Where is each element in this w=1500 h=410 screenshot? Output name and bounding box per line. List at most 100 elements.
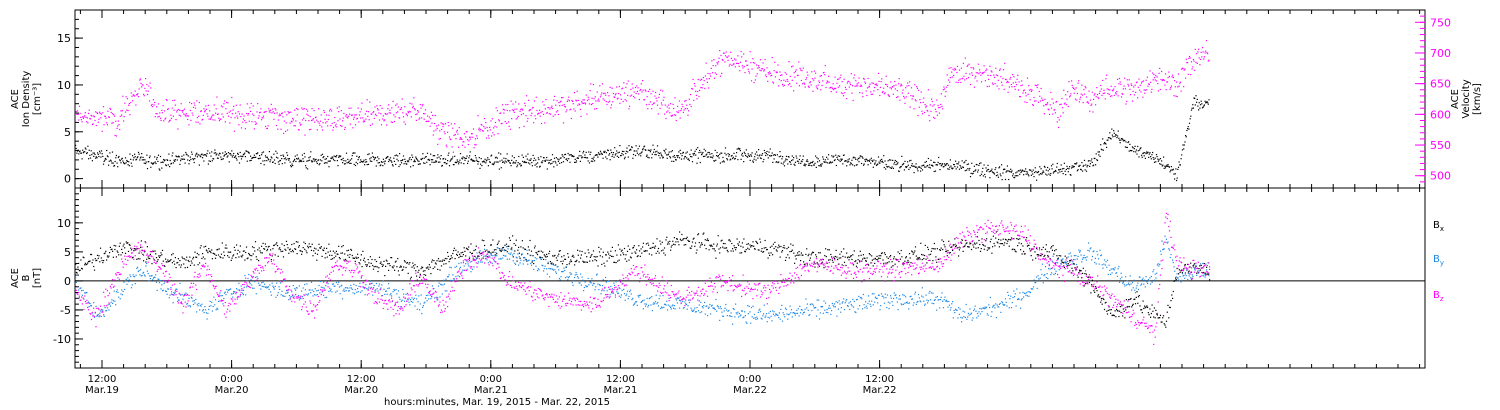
velocity-point bbox=[890, 81, 892, 83]
Bx-point bbox=[125, 241, 127, 243]
density-point bbox=[110, 160, 112, 162]
velocity-point bbox=[962, 62, 964, 64]
density-point bbox=[1041, 173, 1043, 175]
density-point bbox=[224, 154, 226, 156]
Bx-point bbox=[871, 259, 873, 261]
density-point bbox=[951, 168, 953, 170]
velocity-point bbox=[95, 111, 97, 113]
Bx-point bbox=[329, 254, 331, 256]
density-point bbox=[483, 160, 485, 162]
Bx-point bbox=[502, 247, 504, 249]
velocity-point bbox=[213, 104, 215, 106]
velocity-point bbox=[1100, 84, 1102, 87]
Bx-point bbox=[1039, 254, 1041, 257]
Bx-point bbox=[790, 243, 792, 245]
Bx-point bbox=[666, 236, 668, 238]
Bx-point bbox=[527, 253, 529, 255]
Bx-point bbox=[909, 257, 911, 259]
Bx-point bbox=[693, 237, 695, 239]
density-point bbox=[352, 152, 354, 154]
Bx-point bbox=[428, 268, 430, 270]
Bx-point bbox=[716, 245, 718, 247]
velocity-point bbox=[1140, 91, 1142, 93]
density-point bbox=[1171, 169, 1173, 171]
Bx-point bbox=[498, 240, 500, 242]
Bx-point bbox=[539, 256, 541, 259]
density-point bbox=[672, 156, 674, 158]
velocity-point bbox=[308, 129, 311, 131]
velocity-point bbox=[1184, 68, 1186, 70]
velocity-point bbox=[570, 108, 572, 110]
density-point bbox=[115, 157, 117, 159]
velocity-point bbox=[159, 112, 161, 114]
density-point bbox=[250, 155, 252, 157]
velocity-point bbox=[296, 114, 298, 116]
velocity-point bbox=[940, 93, 942, 95]
density-point bbox=[1109, 132, 1111, 134]
velocity-point bbox=[481, 130, 484, 132]
density-point bbox=[698, 152, 700, 154]
Bx-point bbox=[171, 262, 173, 264]
velocity-point bbox=[723, 52, 725, 54]
density-point bbox=[205, 155, 208, 157]
velocity-point bbox=[410, 111, 412, 113]
density-point bbox=[561, 154, 563, 156]
velocity-point bbox=[1145, 79, 1147, 81]
velocity-point bbox=[874, 86, 876, 89]
velocity-point bbox=[314, 121, 316, 123]
Bx-point bbox=[363, 259, 365, 261]
density-point bbox=[356, 155, 358, 157]
Bx-point bbox=[576, 259, 578, 261]
Bx-point bbox=[631, 252, 633, 254]
Bx-point bbox=[1051, 249, 1053, 251]
density-point bbox=[176, 156, 178, 158]
Bx-point bbox=[508, 237, 511, 239]
Bx-point bbox=[477, 255, 480, 257]
Bx-point bbox=[369, 256, 371, 258]
Bx-point bbox=[1023, 250, 1025, 253]
density-point bbox=[642, 149, 644, 151]
density-point bbox=[822, 156, 824, 158]
Bx-point bbox=[481, 239, 483, 241]
density-point bbox=[472, 159, 475, 162]
velocity-point bbox=[1173, 95, 1175, 97]
Bx-point bbox=[545, 256, 547, 258]
velocity-point bbox=[545, 99, 547, 101]
density-point bbox=[833, 155, 835, 157]
velocity-point bbox=[850, 73, 852, 75]
density-point bbox=[1137, 145, 1139, 148]
velocity-point bbox=[709, 73, 711, 75]
Bx-point bbox=[762, 251, 764, 253]
velocity-point bbox=[504, 109, 506, 111]
Bx-point bbox=[846, 257, 849, 259]
density-point bbox=[382, 158, 384, 160]
density-point bbox=[359, 161, 361, 163]
velocity-point bbox=[285, 130, 287, 132]
Bx-point bbox=[172, 253, 174, 255]
density-point bbox=[209, 152, 211, 154]
velocity-point bbox=[785, 73, 788, 75]
Bx-point bbox=[1085, 282, 1087, 285]
density-point bbox=[174, 160, 176, 162]
Bx-point bbox=[1036, 254, 1038, 256]
velocity-point bbox=[853, 77, 855, 79]
velocity-point bbox=[1103, 89, 1105, 91]
density-point bbox=[189, 160, 191, 162]
density-point bbox=[892, 159, 894, 161]
velocity-point bbox=[359, 111, 361, 113]
velocity-point bbox=[814, 77, 816, 79]
velocity-point bbox=[118, 124, 120, 126]
Bx-point bbox=[824, 255, 826, 257]
Bx-point bbox=[195, 256, 197, 258]
density-point bbox=[1155, 161, 1157, 163]
density-point bbox=[397, 160, 399, 162]
velocity-point bbox=[511, 118, 513, 120]
density-point bbox=[158, 168, 160, 170]
velocity-point bbox=[770, 75, 772, 77]
density-point bbox=[583, 150, 585, 152]
velocity-point bbox=[161, 112, 163, 114]
density-point bbox=[402, 155, 405, 157]
density-point bbox=[1152, 151, 1154, 154]
velocity-point bbox=[401, 98, 403, 100]
density-point bbox=[1197, 105, 1199, 107]
